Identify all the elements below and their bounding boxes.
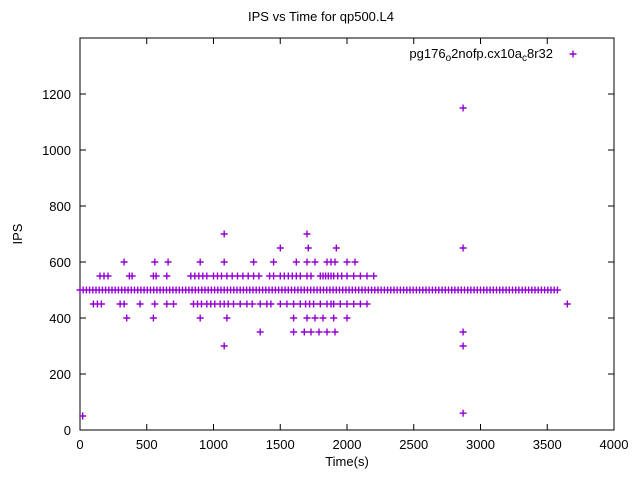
x-tick-label: 1500 — [266, 437, 295, 452]
x-tick-label: 4000 — [600, 437, 629, 452]
y-tick-label: 1000 — [42, 143, 71, 158]
y-tick-label: 1200 — [42, 87, 71, 102]
x-tick-label: 2000 — [333, 437, 362, 452]
y-tick-label: 800 — [49, 199, 71, 214]
data-points — [76, 104, 571, 420]
y-tick-label: 400 — [49, 311, 71, 326]
x-tick-label: 1000 — [199, 437, 228, 452]
plot-area: 0 500 1000 1500 2000 2500 3000 3500 4000 0 200 400 6… — [42, 37, 629, 452]
x-axis-label: Time(s) — [325, 454, 369, 469]
x-tick-label: 3000 — [466, 437, 495, 452]
x-tick-label: 2500 — [399, 437, 428, 452]
x-tick-label: 3500 — [533, 437, 562, 452]
chart-title: IPS vs Time for qp500.L4 — [248, 9, 394, 24]
x-tick-label: 500 — [136, 437, 158, 452]
x-tick-label: 0 — [76, 437, 83, 452]
y-axis-label: IPS — [10, 223, 25, 244]
y-tick-label: 0 — [64, 423, 71, 438]
y-tick-label: 200 — [49, 367, 71, 382]
legend-label: pg176o2nofp.cx10ac8r32 — [409, 46, 553, 64]
legend-marker-icon — [569, 50, 577, 58]
plot-border — [79, 37, 615, 431]
y-tick-label: 600 — [49, 255, 71, 270]
